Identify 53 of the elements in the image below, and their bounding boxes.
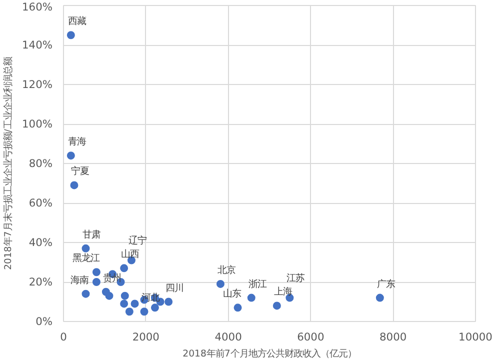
x-tick-label: 10000 — [458, 330, 493, 344]
point — [92, 268, 100, 276]
y-tick-label: 140% — [22, 38, 53, 52]
data-label: 北京 — [217, 264, 236, 276]
point — [125, 308, 134, 316]
point — [164, 298, 173, 306]
data-label: 海南 — [70, 274, 89, 286]
y-tick-label: 160% — [22, 0, 53, 14]
point — [234, 304, 242, 312]
point — [120, 292, 129, 300]
data-label: 黑龙江 — [72, 253, 100, 264]
x-tick-label: 6000 — [297, 330, 324, 344]
point — [140, 308, 148, 316]
data-label: 山西 — [121, 249, 140, 260]
data-label: 甘肃 — [82, 229, 101, 240]
data-label: 青海 — [68, 136, 86, 148]
x-tick-label: 4000 — [214, 330, 242, 344]
point — [92, 278, 100, 286]
y-tick-label: 120% — [22, 78, 53, 91]
point — [66, 152, 75, 160]
point — [247, 294, 256, 302]
point — [120, 264, 128, 272]
point — [82, 244, 90, 252]
y-tick-label: 0% — [36, 315, 52, 328]
x-tick-label: 8000 — [380, 330, 407, 344]
data-label: 山东 — [222, 288, 241, 300]
point — [70, 181, 78, 190]
point — [105, 292, 114, 300]
y-tick-label: 20% — [28, 276, 52, 288]
data-label: 江苏 — [286, 272, 305, 284]
data-label: 四川 — [166, 282, 184, 294]
y-tick-label: 40% — [28, 236, 52, 249]
data-label: 上海 — [274, 286, 292, 298]
y-tick-label: 80% — [28, 157, 52, 170]
point — [216, 280, 224, 288]
x-tick-label: 0 — [60, 330, 68, 344]
point — [120, 300, 128, 308]
x-axis-title: 2018年前7个月地方公共财政收入（亿元） — [182, 348, 356, 360]
y-tick-label: 60% — [28, 196, 52, 210]
point — [272, 302, 281, 310]
y-tick-label: 100% — [22, 118, 53, 130]
data-label: 宁夏 — [71, 166, 90, 178]
point — [376, 294, 384, 302]
point — [130, 300, 139, 308]
data-label: 西藏 — [68, 16, 86, 28]
x-tick-label: 2000 — [132, 330, 160, 344]
data-label: 广东 — [376, 278, 395, 290]
point — [82, 290, 90, 298]
data-label: 辽宁 — [128, 235, 146, 246]
point — [66, 31, 75, 40]
y-axis-title: 2018年7月末亏损工业企业亏损额/工业企业利润总额 — [3, 57, 14, 270]
point — [150, 304, 159, 312]
data-label: 浙江 — [248, 278, 266, 290]
